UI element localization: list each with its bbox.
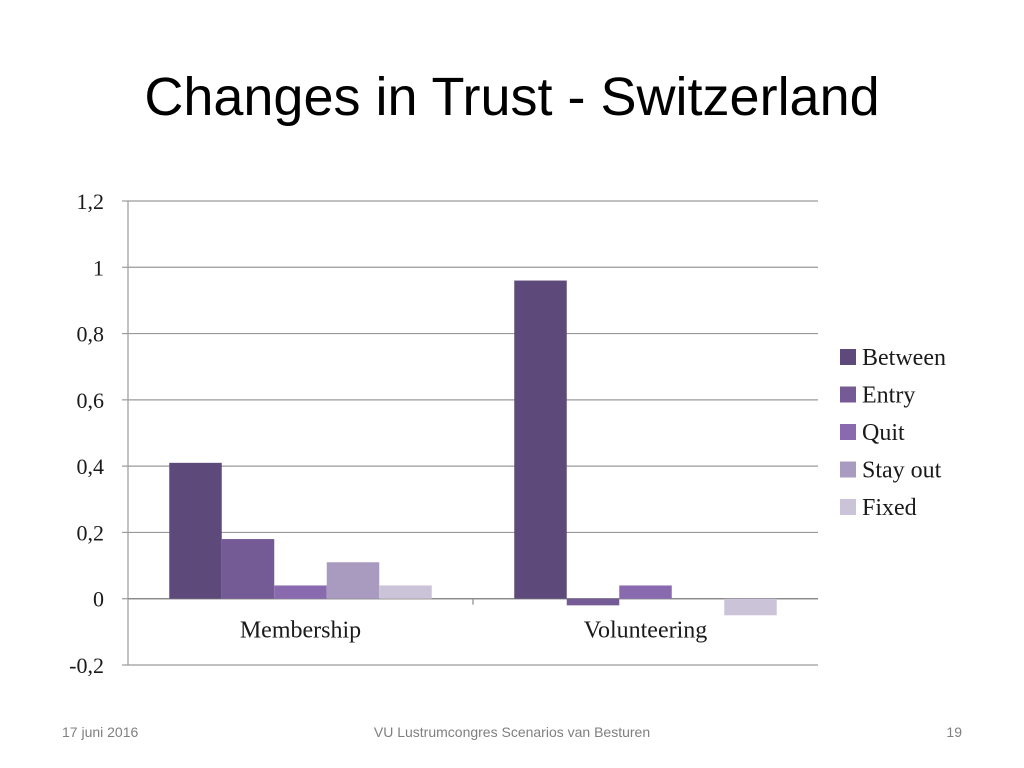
bar-between [514, 280, 567, 599]
y-tick-label: 0,6 [77, 388, 105, 413]
x-axis [128, 598, 818, 605]
legend-swatch [840, 499, 856, 515]
bar-quit [274, 585, 327, 599]
legend-swatch [840, 349, 856, 365]
x-category-label: Membership [240, 618, 361, 644]
x-category-label: Volunteering [584, 618, 708, 644]
legend-label: Stay out [862, 458, 942, 484]
footer-presentation-title: VU Lustrumcongres Scenarios van Besturen [373, 724, 651, 740]
legend-swatch [840, 461, 856, 478]
y-tick-label: 0,2 [77, 520, 105, 545]
y-tick-label: 1 [93, 255, 104, 280]
legend-label: Between [862, 345, 946, 371]
slide-title: Changes in Trust - Switzerland [144, 67, 880, 127]
legend-label: Quit [862, 420, 905, 446]
bar-quit [619, 585, 672, 599]
footer-date: 17 juni 2016 [62, 724, 139, 740]
bar-entry [221, 539, 275, 599]
y-axis: 1,2 1 0,8 0,6 0,4 0,2 0 -0,2 [69, 189, 129, 678]
y-tick-label: 0,4 [77, 454, 105, 479]
y-tick-label: 0,8 [77, 322, 105, 347]
slide-number: 19 [946, 724, 962, 740]
legend-swatch [840, 386, 856, 403]
x-axis-labels: Membership Volunteering [240, 618, 707, 644]
y-tick-label: 1,2 [77, 189, 105, 214]
y-tick-label: -0,2 [69, 653, 104, 678]
chart-legend: Between Entry Quit Stay out Fixed [840, 345, 946, 521]
y-tick-label: 0 [93, 587, 104, 612]
legend-swatch [840, 424, 856, 440]
legend-label: Entry [862, 383, 915, 409]
chart-bars [169, 280, 777, 616]
bar-stay-out [326, 562, 380, 599]
bar-between [169, 462, 222, 599]
legend-label: Fixed [862, 495, 917, 521]
bar-fixed [724, 598, 777, 616]
bar-entry [566, 598, 620, 606]
bar-fixed [379, 585, 432, 599]
